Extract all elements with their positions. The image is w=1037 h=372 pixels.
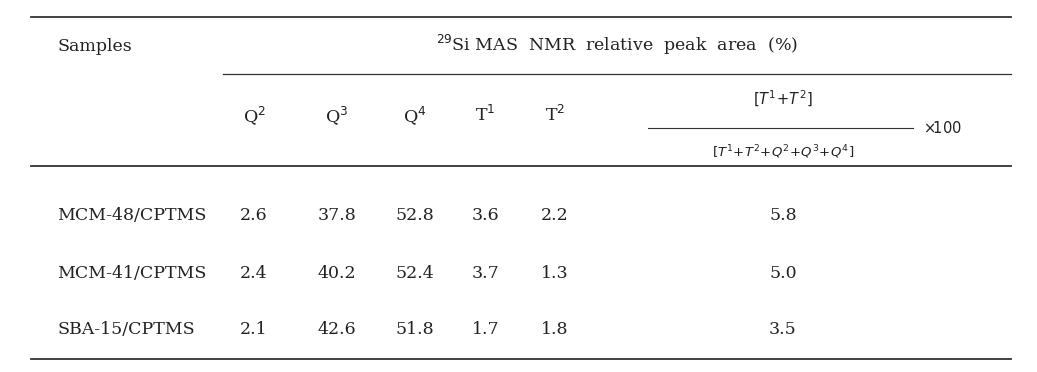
Text: 2.6: 2.6 bbox=[241, 207, 268, 224]
Text: 3.6: 3.6 bbox=[472, 207, 499, 224]
Text: 5.0: 5.0 bbox=[769, 265, 796, 282]
Text: 52.4: 52.4 bbox=[395, 265, 435, 282]
Text: 2.1: 2.1 bbox=[241, 321, 268, 338]
Text: 3.5: 3.5 bbox=[769, 321, 796, 338]
Text: T$^{2}$: T$^{2}$ bbox=[544, 105, 565, 125]
Text: T$^{1}$: T$^{1}$ bbox=[475, 105, 496, 125]
Text: 37.8: 37.8 bbox=[317, 207, 357, 224]
Text: 2.2: 2.2 bbox=[541, 207, 568, 224]
Text: Samples: Samples bbox=[57, 38, 132, 55]
Text: 42.6: 42.6 bbox=[317, 321, 357, 338]
Text: $[T^1\!+\!T^2\!+\!Q^2\!+\!Q^3\!+\!Q^4]$: $[T^1\!+\!T^2\!+\!Q^2\!+\!Q^3\!+\!Q^4]$ bbox=[711, 144, 854, 161]
Text: 2.4: 2.4 bbox=[241, 265, 268, 282]
Text: 1.3: 1.3 bbox=[541, 265, 568, 282]
Text: MCM-41/CPTMS: MCM-41/CPTMS bbox=[57, 265, 206, 282]
Text: 1.7: 1.7 bbox=[472, 321, 499, 338]
Text: $\times\!100$: $\times\!100$ bbox=[923, 120, 961, 137]
Text: 1.8: 1.8 bbox=[541, 321, 568, 338]
Text: Q$^{3}$: Q$^{3}$ bbox=[326, 104, 348, 127]
Text: 5.8: 5.8 bbox=[769, 207, 796, 224]
Text: Q$^{2}$: Q$^{2}$ bbox=[243, 104, 265, 127]
Text: 51.8: 51.8 bbox=[395, 321, 435, 338]
Text: $[T^1\!+\!T^2]$: $[T^1\!+\!T^2]$ bbox=[753, 89, 813, 109]
Text: Q$^{4}$: Q$^{4}$ bbox=[403, 104, 426, 127]
Text: $^{29}$Si MAS  NMR  relative  peak  area  (%): $^{29}$Si MAS NMR relative peak area (%) bbox=[437, 33, 797, 57]
Text: 52.8: 52.8 bbox=[395, 207, 435, 224]
Text: 3.7: 3.7 bbox=[472, 265, 499, 282]
Text: SBA-15/CPTMS: SBA-15/CPTMS bbox=[57, 321, 195, 338]
Text: 40.2: 40.2 bbox=[317, 265, 357, 282]
Text: MCM-48/CPTMS: MCM-48/CPTMS bbox=[57, 207, 206, 224]
